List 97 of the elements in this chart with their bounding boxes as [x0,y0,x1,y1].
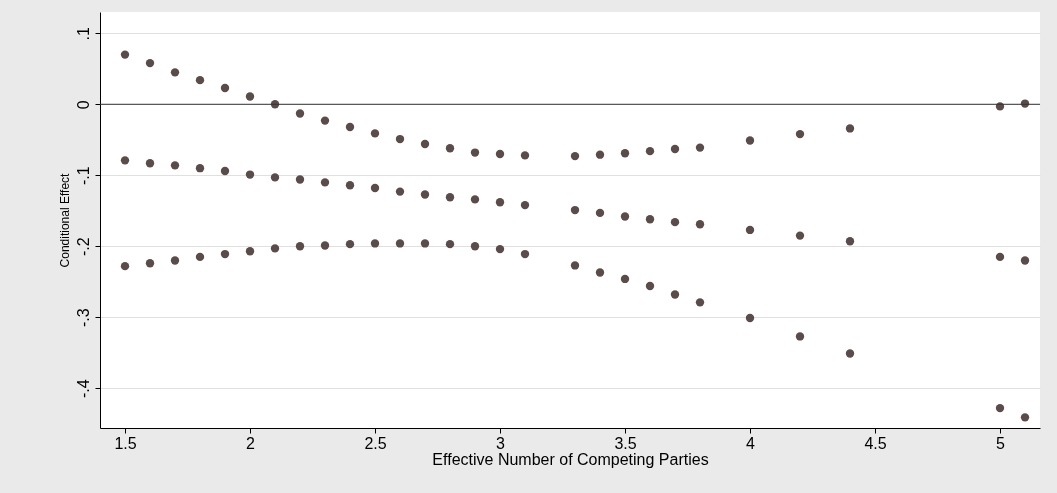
point [495,198,505,207]
point [495,244,505,254]
point [320,178,330,187]
point [795,231,805,240]
point [470,148,480,157]
point [570,151,580,161]
point [420,190,430,199]
point [995,403,1005,413]
y-axis-title: Conditional Effect [57,172,72,268]
point [320,241,330,250]
point [270,244,280,253]
point [195,75,205,85]
point [520,151,530,160]
point [795,332,805,341]
point [145,159,155,168]
point [370,183,380,193]
point [245,247,255,256]
point [170,68,180,77]
point [1020,413,1030,422]
point [220,249,230,259]
point [570,261,580,270]
point [470,195,480,204]
y-tick-label: -.4 [74,379,92,399]
point [620,274,630,284]
point [395,187,405,196]
point [495,149,505,159]
point [645,281,655,291]
point [670,217,680,227]
point [1020,256,1030,265]
y-tick-label: 0 [74,100,92,110]
point [295,175,305,184]
point [595,208,605,218]
x-tick-label: 1.5 [114,434,137,452]
point [345,239,355,249]
x-tick-label: 5 [996,434,1006,452]
point [445,239,455,249]
x-tick-label: 4.5 [864,434,887,452]
point [845,349,855,358]
point [195,164,205,173]
point [395,134,405,144]
x-tick-label: 2.5 [364,434,387,452]
point [420,139,430,149]
point [520,200,530,210]
point [645,215,655,224]
point [420,239,430,248]
point [170,161,180,170]
point [345,122,355,132]
point [145,58,155,68]
point [995,252,1005,262]
point [645,146,655,156]
point [370,129,380,138]
point [595,150,605,159]
point [120,50,130,59]
point [670,290,680,299]
point [745,225,755,235]
point [695,220,705,229]
x-tick-label: 4 [746,434,756,452]
x-tick-label: 3.5 [614,434,637,452]
y-tick-label: -.3 [74,308,92,328]
x-axis-title: Effective Number of Competing Parties [432,450,709,468]
point [470,242,480,251]
y-tick-label: -.1 [74,166,92,186]
y-tick-label: .1 [74,27,92,41]
point [220,166,230,176]
point [595,268,605,277]
point [845,124,855,133]
point [120,261,130,271]
point [245,92,255,101]
point [845,237,855,246]
point [670,144,680,154]
point [345,181,355,190]
point [295,109,305,118]
point [445,193,455,202]
point [795,129,805,139]
point [295,242,305,251]
x-tick-label: 2 [246,434,256,452]
point [745,136,755,145]
point [695,298,705,307]
point [370,239,380,248]
y-tick-label: -.2 [74,237,92,257]
x-tick-label: 3 [496,434,506,452]
point [220,83,230,93]
point [695,143,705,152]
point [445,144,455,153]
point [195,252,205,262]
point [520,249,530,259]
point [570,205,580,215]
point [620,212,630,221]
point [395,239,405,248]
point [170,256,180,265]
point [245,170,255,179]
point [620,149,630,158]
point [745,313,755,323]
point [120,156,130,165]
point [270,173,280,182]
point [320,116,330,125]
point [145,259,155,268]
